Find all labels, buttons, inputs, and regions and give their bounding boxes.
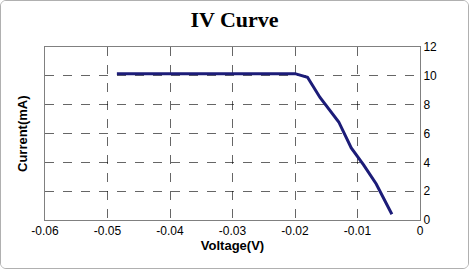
svg-text:0: 0 [417,224,424,238]
svg-text:-0.05: -0.05 [94,224,122,238]
svg-text:12: 12 [423,40,437,54]
svg-text:Current(mA): Current(mA) [15,95,30,172]
svg-text:-0.04: -0.04 [156,224,184,238]
svg-text:4: 4 [423,156,430,170]
svg-text:Voltage(V): Voltage(V) [201,238,264,253]
svg-text:2: 2 [423,184,430,198]
svg-text:IV Curve: IV Curve [190,7,278,32]
svg-text:-0.06: -0.06 [31,224,59,238]
svg-text:-0.02: -0.02 [281,224,309,238]
svg-text:10: 10 [423,69,437,83]
svg-text:-0.03: -0.03 [219,224,247,238]
svg-text:8: 8 [423,98,430,112]
svg-text:6: 6 [423,127,430,141]
svg-text:-0.01: -0.01 [344,224,372,238]
svg-text:0: 0 [423,213,430,227]
